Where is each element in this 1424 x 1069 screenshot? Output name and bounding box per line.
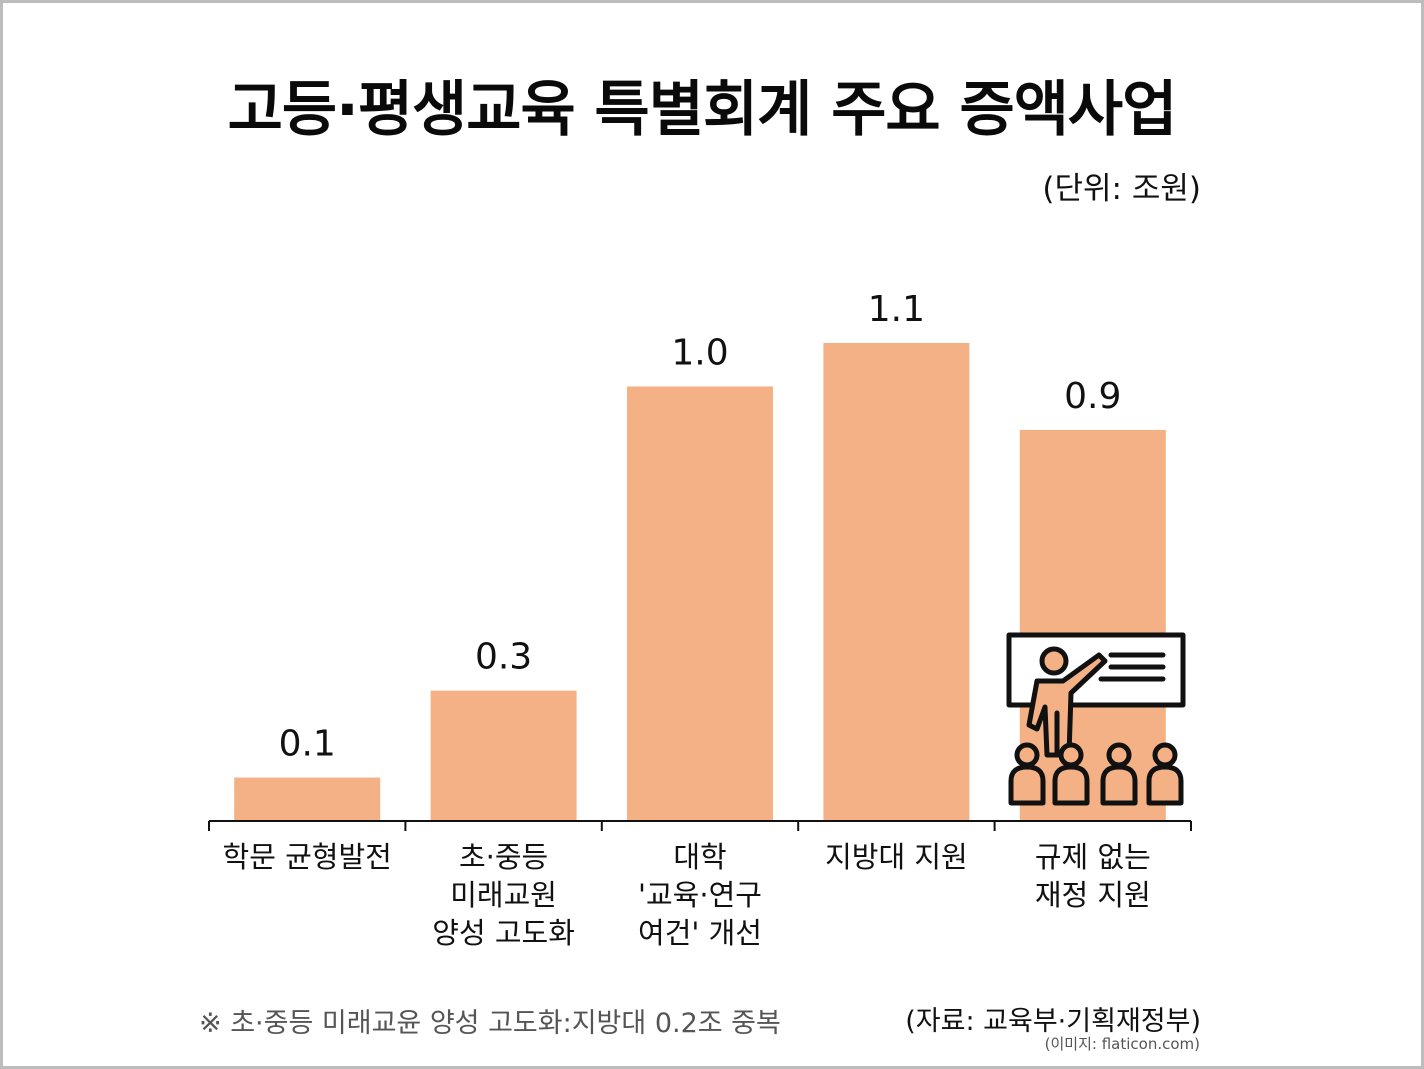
category-label-4: 규제 없는 재정 지원: [1035, 840, 1151, 912]
value-label-4: 0.9: [1064, 376, 1121, 417]
teacher-presentation-icon: [1006, 632, 1186, 806]
value-label-1: 0.3: [475, 637, 532, 678]
unit-label: (단위: 조원): [1042, 171, 1201, 207]
bar-2: [627, 386, 773, 821]
image-credit: (이미지: flaticon.com): [1044, 1035, 1200, 1053]
value-label-0: 0.1: [279, 724, 336, 765]
category-label-1: 초·중등 미래교원 양성 고도화: [432, 840, 575, 950]
source-note: (자료: 교육부·기획재정부): [905, 1006, 1201, 1037]
category-label-3: 지방대 지원: [825, 840, 968, 874]
bar-0: [234, 777, 381, 821]
value-label-2: 1.0: [671, 332, 728, 373]
category-labels: 학문 균형발전 초·중등 미래교원 양성 고도화 대학 '교육·연구 여건' 개선 지방대 지…: [223, 840, 1151, 950]
value-labels: 0.1 0.3 1.0 1.1 0.9: [279, 289, 1122, 765]
x-axis: [208, 820, 1192, 831]
bar-3: [823, 343, 970, 821]
bar-chart: 0.1 0.3 1.0 1.1 0.9 학문 균형발전 초·중등 미래교원 양성 고도화 대학 '…: [208, 289, 1192, 950]
bar-4: [1019, 429, 1166, 821]
chart-title: 고등·평생교육 특별회계 주요 증액사업: [227, 75, 1178, 145]
footnote: ※ 초·중등 미래교윤 양성 고도화:지방대 0.2조 중복: [199, 1008, 781, 1039]
category-label-2: 대학 '교육·연구 여건' 개선: [638, 840, 762, 950]
bar-1: [430, 690, 577, 821]
value-label-3: 1.1: [868, 289, 925, 330]
bars-layer: [234, 343, 1166, 821]
category-label-0: 학문 균형발전: [223, 840, 392, 874]
